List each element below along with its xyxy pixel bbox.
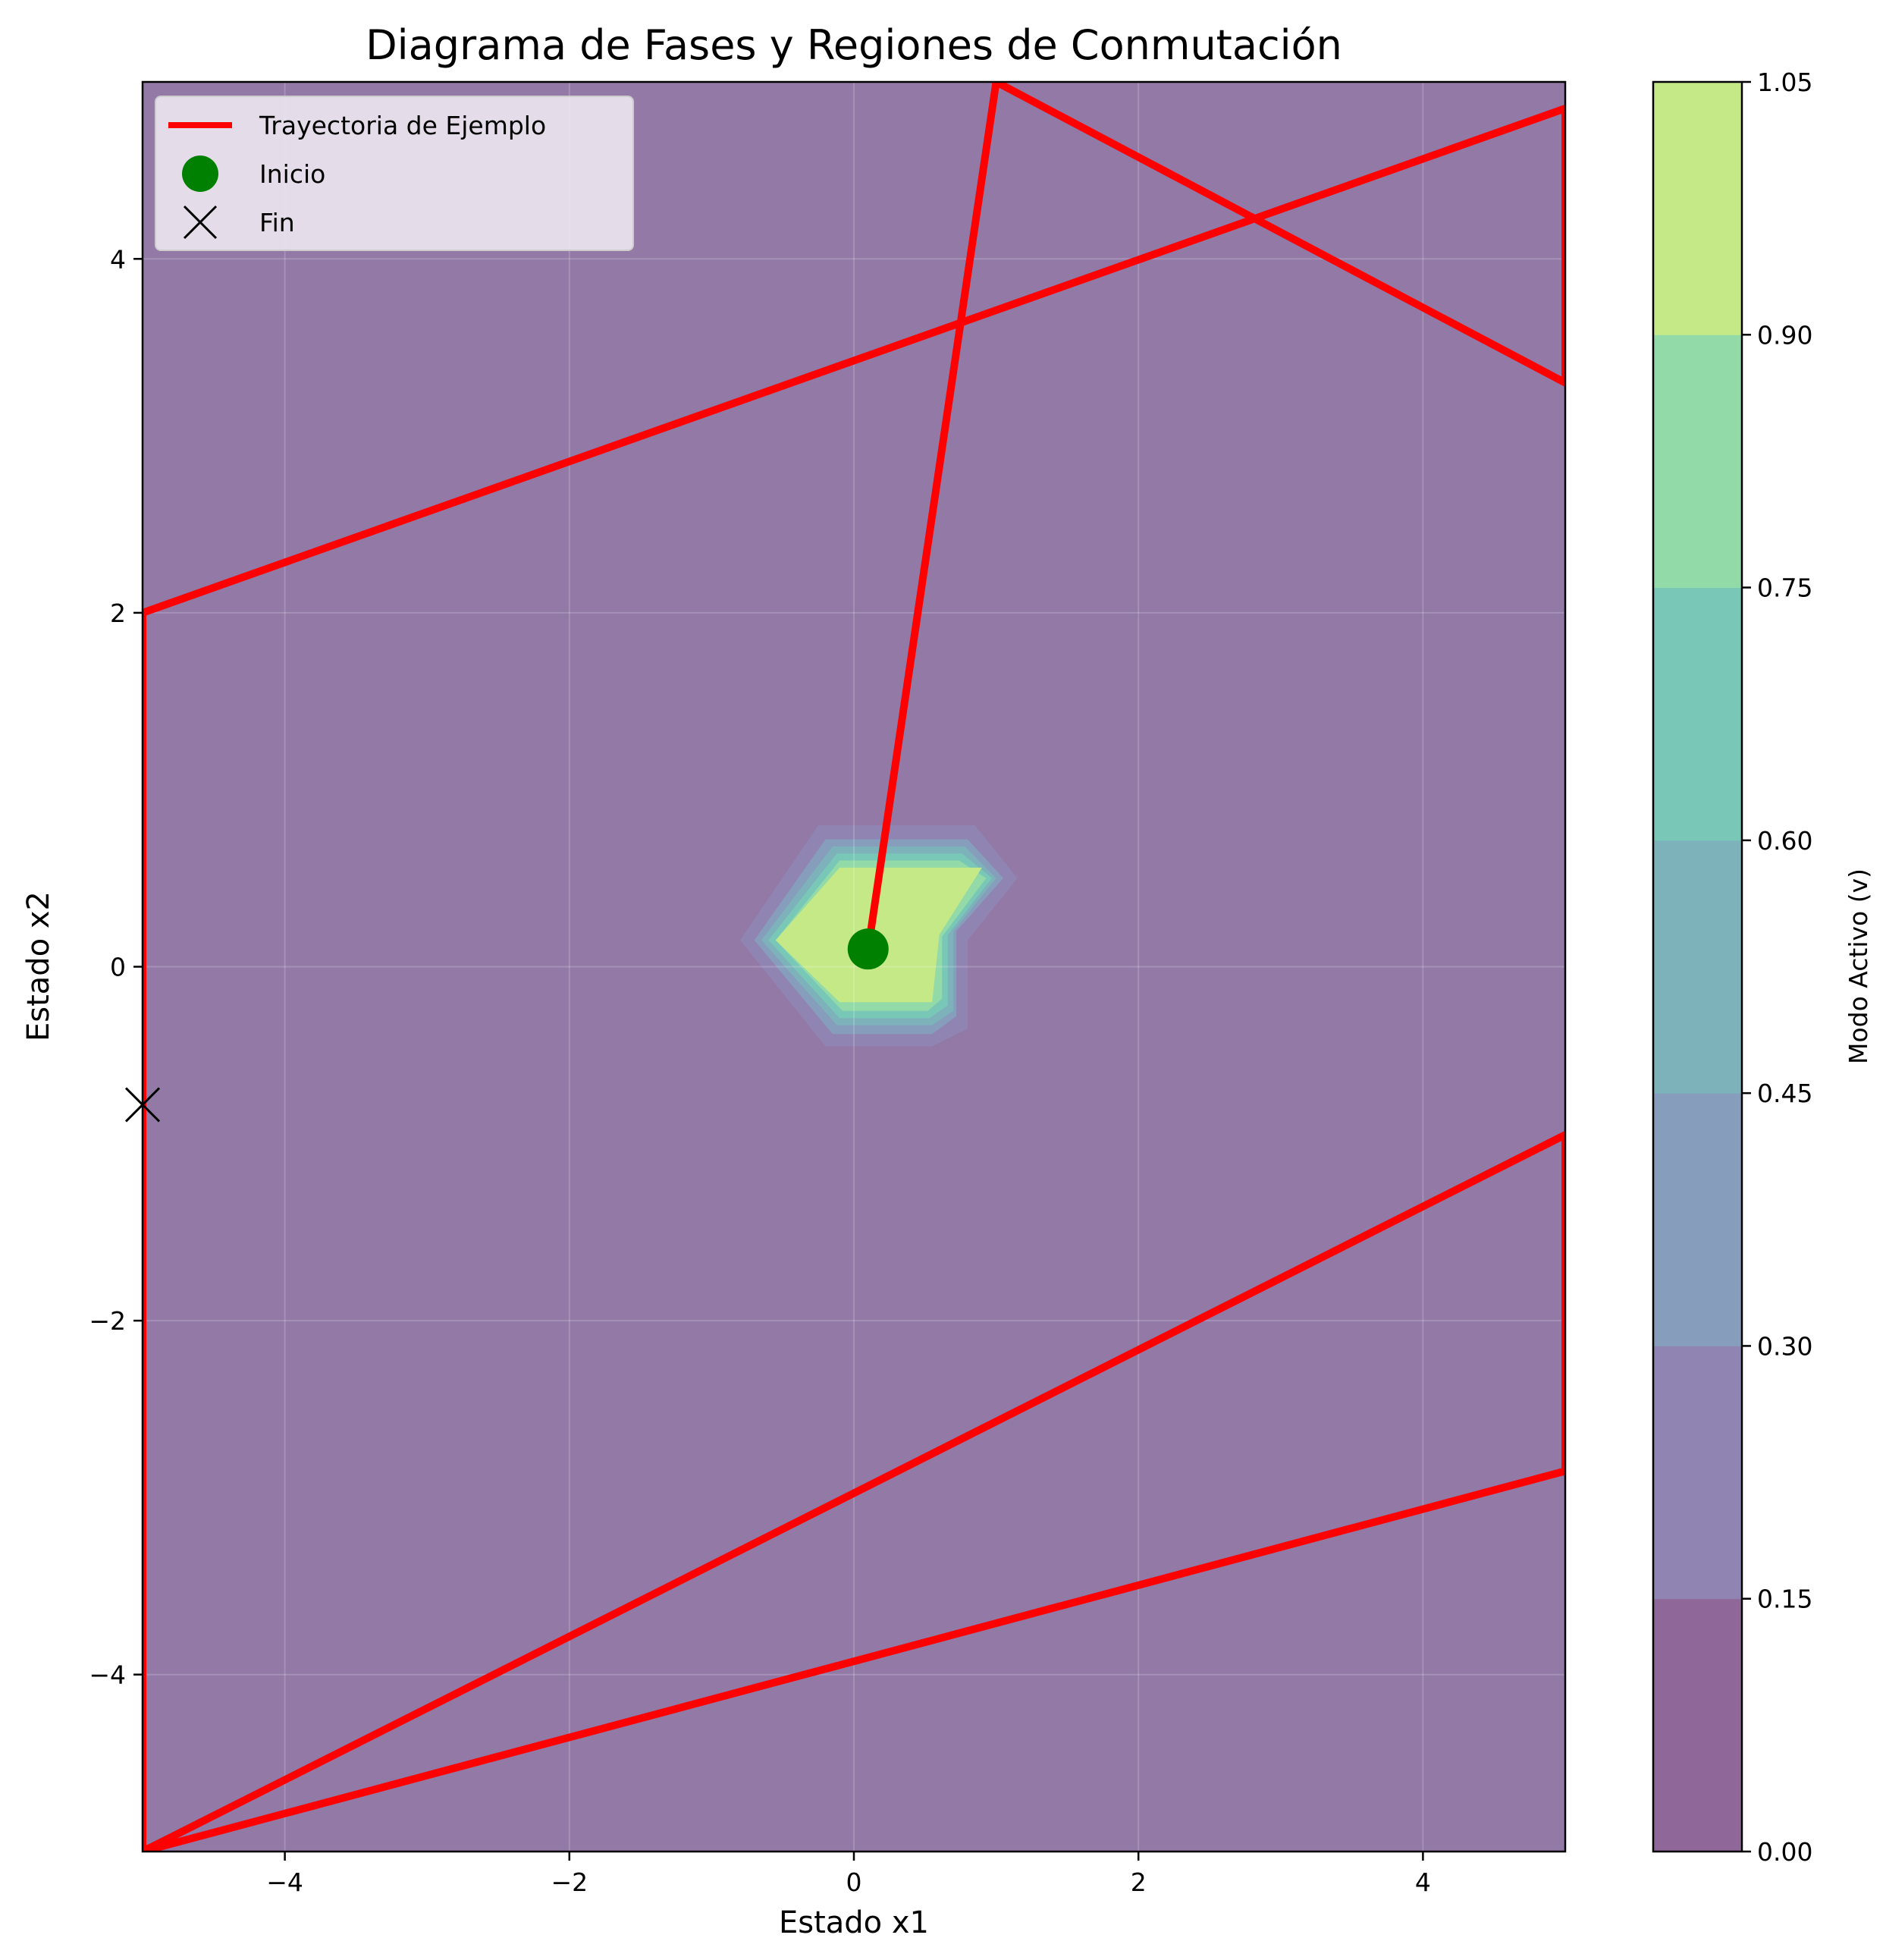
colorbar-segment-2 [1653, 1093, 1742, 1346]
colorbar-tick-label-5: 0.75 [1757, 573, 1812, 603]
colorbar-segments [1653, 82, 1742, 1852]
legend-label-end: Fin [259, 208, 295, 237]
legend-box [155, 96, 634, 251]
trajectory-line [143, 82, 1565, 1852]
series-layer [143, 82, 1565, 1852]
colorbar-segment-6 [1653, 82, 1742, 335]
colorbar-tick-label-0: 0.00 [1757, 1837, 1812, 1867]
x-tick-label-0: −4 [266, 1867, 303, 1897]
colorbar-segment-3 [1653, 840, 1742, 1094]
legend-circle-swatch [182, 155, 218, 192]
colorbar-label: Modo Activo (v) [1844, 868, 1873, 1064]
legend-x-swatch-b [183, 205, 218, 240]
legend-label-start: Inicio [259, 159, 325, 189]
legend-label-trajectory: Trayectoria de Ejemplo [259, 111, 546, 140]
colorbar-tick-label-2: 0.30 [1757, 1331, 1812, 1361]
legend: Trayectoria de Ejemplo Inicio Fin [155, 96, 634, 251]
y-tick-label-4: 4 [110, 244, 126, 274]
colorbar-tick-label-6: 0.90 [1757, 320, 1812, 350]
colorbar-segment-0 [1653, 1598, 1742, 1852]
colorbar-segment-4 [1653, 587, 1742, 841]
x-tick-label-3: 2 [1131, 1867, 1147, 1897]
x-tick-label-1: −2 [551, 1867, 588, 1897]
colorbar-ticks: 0.00 0.15 0.30 0.45 0.60 0.75 0.90 1.05 [1742, 68, 1812, 1867]
x-axis-ticks: −4 −2 0 2 4 [266, 1852, 1431, 1897]
colorbar-frame [1652, 80, 1743, 1853]
colorbar-tick-label-7: 1.05 [1757, 68, 1812, 97]
x-tick-label-2: 0 [846, 1867, 862, 1897]
colorbar-tick-label-3: 0.45 [1757, 1079, 1812, 1108]
colorbar: 0.00 0.15 0.30 0.45 0.60 0.75 0.90 1.05 Modo Ac… [1652, 68, 1873, 1867]
colorbar-segment-1 [1653, 1346, 1742, 1600]
y-tick-label-3: 2 [110, 598, 126, 628]
y-tick-label-2: 0 [110, 953, 126, 982]
x-tick-label-4: 4 [1415, 1867, 1431, 1897]
y-axis-ticks: −4 −2 0 2 4 [89, 244, 143, 1690]
y-tick-label-0: −4 [89, 1660, 126, 1690]
colorbar-tick-label-1: 0.15 [1757, 1585, 1812, 1614]
colorbar-segment-5 [1653, 335, 1742, 589]
chart-title: Diagrama de Fases y Regiones de Conmutac… [366, 21, 1342, 69]
start-marker [847, 928, 889, 970]
y-axis-label: Estado x2 [21, 891, 56, 1041]
x-axis-label: Estado x1 [779, 1905, 929, 1940]
y-tick-label-1: −2 [89, 1306, 126, 1336]
colorbar-tick-label-4: 0.60 [1757, 826, 1812, 856]
